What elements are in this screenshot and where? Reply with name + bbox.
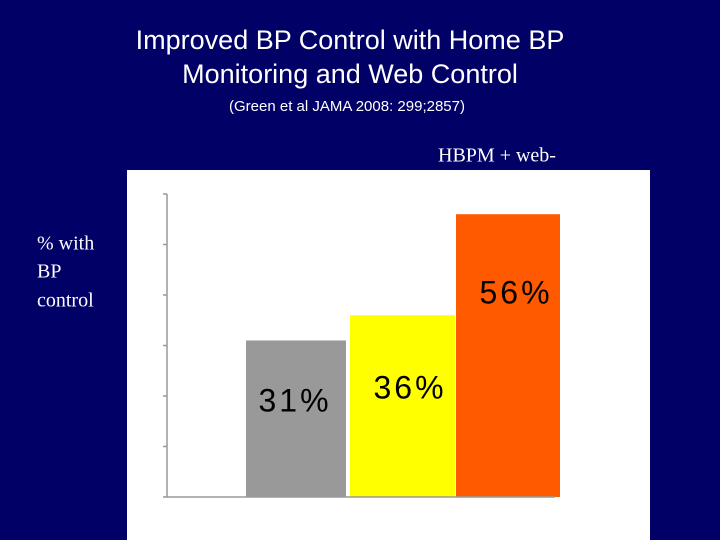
annotation: HBPM + web-	[438, 145, 556, 167]
value-label: 31%	[258, 382, 331, 418]
title-line: Improved BP Control with Home BP	[136, 25, 565, 55]
bar	[456, 214, 560, 497]
bar	[350, 315, 455, 497]
value-label: 56%	[479, 274, 552, 310]
y-axis-label: BP	[37, 261, 61, 283]
y-axis-label: % with	[37, 233, 94, 255]
y-axis-label: control	[37, 290, 94, 312]
value-label: 36%	[373, 369, 446, 405]
subtitle: (Green et al JAMA 2008: 299;2857)	[229, 98, 465, 115]
title-line: Monitoring and Web Control	[182, 59, 518, 89]
bar	[246, 340, 346, 497]
